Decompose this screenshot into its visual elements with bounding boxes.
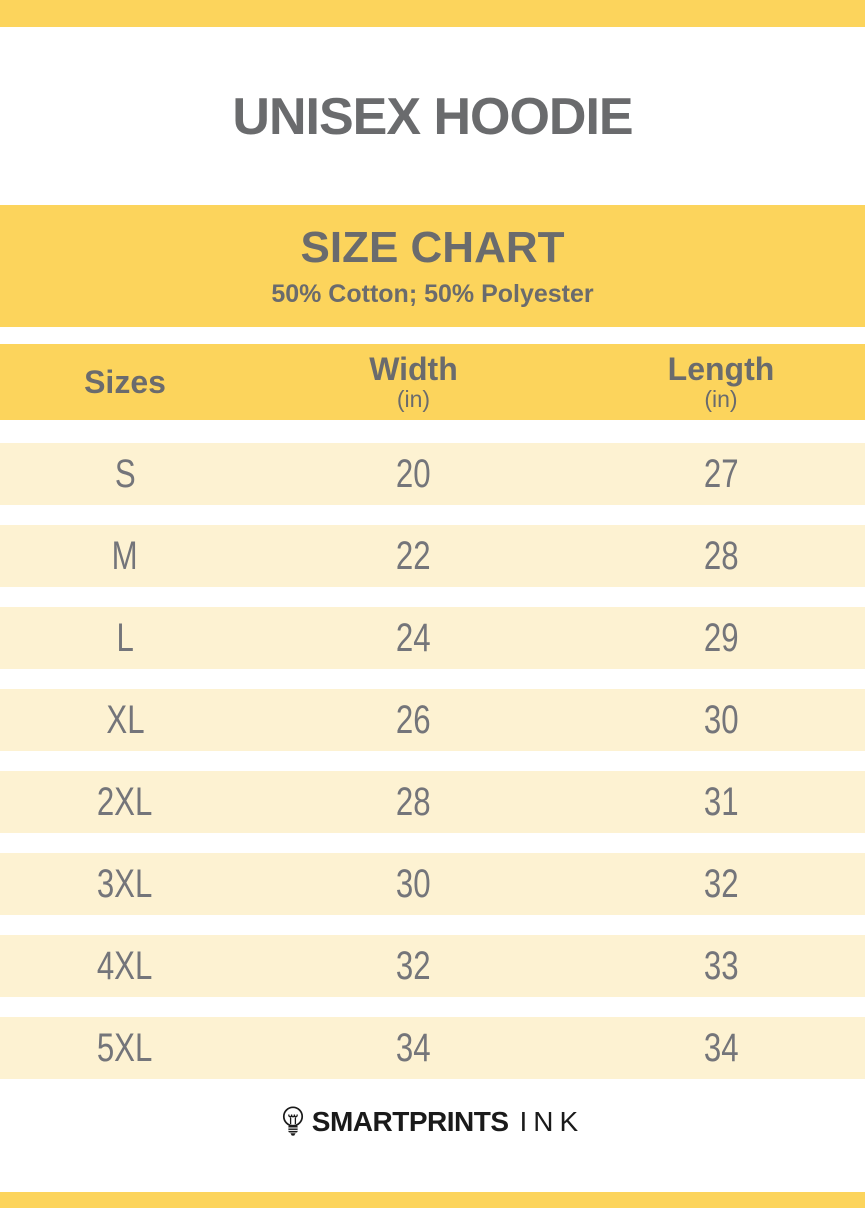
size-rows: S 20 27 M 22 28 L 24 29 XL xyxy=(0,443,865,1079)
width-cell: 30 xyxy=(250,864,577,904)
width-cell: 34 xyxy=(250,1028,577,1068)
table-row: 4XL 32 33 xyxy=(0,935,865,997)
size-value: S xyxy=(114,452,136,496)
size-value: XL xyxy=(105,698,145,742)
column-unit: (in) xyxy=(396,386,431,412)
bottom-accent-bar xyxy=(0,1192,865,1208)
length-value: 33 xyxy=(703,944,739,988)
size-cell: 5XL xyxy=(0,1028,250,1068)
table-row: M 22 28 xyxy=(0,525,865,587)
table-row: 5XL 34 34 xyxy=(0,1017,865,1079)
column-label: Sizes xyxy=(84,364,166,400)
size-chart-heading: SIZE CHART xyxy=(300,223,565,272)
size-cell: S xyxy=(0,454,250,494)
width-cell: 22 xyxy=(250,536,577,576)
length-cell: 27 xyxy=(577,454,865,494)
top-accent-bar xyxy=(0,0,865,27)
width-value: 22 xyxy=(396,534,431,578)
width-value: 34 xyxy=(396,1026,431,1070)
column-unit: (in) xyxy=(704,386,738,412)
table-row: 2XL 28 31 xyxy=(0,771,865,833)
length-value: 29 xyxy=(703,616,739,660)
size-cell: 4XL xyxy=(0,946,250,986)
length-cell: 31 xyxy=(577,782,865,822)
lightbulb-icon xyxy=(281,1105,305,1139)
size-value: 4XL xyxy=(97,944,153,988)
column-header-width: Width (in) xyxy=(250,344,577,420)
width-value: 24 xyxy=(396,616,431,660)
size-cell: M xyxy=(0,536,250,576)
width-value: 32 xyxy=(396,944,431,988)
length-cell: 28 xyxy=(577,536,865,576)
length-value: 31 xyxy=(703,780,739,824)
width-cell: 24 xyxy=(250,618,577,658)
length-value: 28 xyxy=(703,534,739,578)
size-value: L xyxy=(116,616,134,660)
size-value: 3XL xyxy=(97,862,153,906)
length-cell: 34 xyxy=(577,1028,865,1068)
length-value: 27 xyxy=(703,452,739,496)
column-label: Length xyxy=(667,351,775,387)
length-value: 32 xyxy=(703,862,739,906)
length-cell: 29 xyxy=(577,618,865,658)
page-title: UNISEX HOODIE xyxy=(232,88,633,146)
width-cell: 20 xyxy=(250,454,577,494)
length-cell: 32 xyxy=(577,864,865,904)
width-value: 26 xyxy=(396,698,431,742)
brand-name-primary: SMARTPRINTS xyxy=(311,1106,509,1137)
table-header-row: Sizes Width (in) Length (in) xyxy=(0,344,865,420)
size-cell: 3XL xyxy=(0,864,250,904)
brand-name-secondary: INK xyxy=(519,1106,585,1137)
length-value: 34 xyxy=(703,1026,739,1070)
size-cell: XL xyxy=(0,700,250,740)
table-row: XL 26 30 xyxy=(0,689,865,751)
width-value: 30 xyxy=(396,862,431,906)
size-cell: 2XL xyxy=(0,782,250,822)
size-value: 5XL xyxy=(97,1026,153,1070)
width-cell: 28 xyxy=(250,782,577,822)
size-cell: L xyxy=(0,618,250,658)
size-value: M xyxy=(111,534,138,578)
column-header-length: Length (in) xyxy=(577,344,865,420)
width-value: 20 xyxy=(396,452,431,496)
width-value: 28 xyxy=(396,780,431,824)
size-value: 2XL xyxy=(97,780,153,824)
fabric-composition: 50% Cotton; 50% Polyester xyxy=(271,280,594,308)
table-row: L 24 29 xyxy=(0,607,865,669)
length-value: 30 xyxy=(703,698,739,742)
column-header-sizes: Sizes xyxy=(0,344,250,420)
length-cell: 33 xyxy=(577,946,865,986)
width-cell: 26 xyxy=(250,700,577,740)
brand-logo: SMARTPRINTS INK xyxy=(0,1105,865,1139)
width-cell: 32 xyxy=(250,946,577,986)
column-label: Width xyxy=(369,351,458,387)
length-cell: 30 xyxy=(577,700,865,740)
table-row: S 20 27 xyxy=(0,443,865,505)
table-row: 3XL 30 32 xyxy=(0,853,865,915)
size-chart-banner: SIZE CHART 50% Cotton; 50% Polyester xyxy=(0,205,865,327)
